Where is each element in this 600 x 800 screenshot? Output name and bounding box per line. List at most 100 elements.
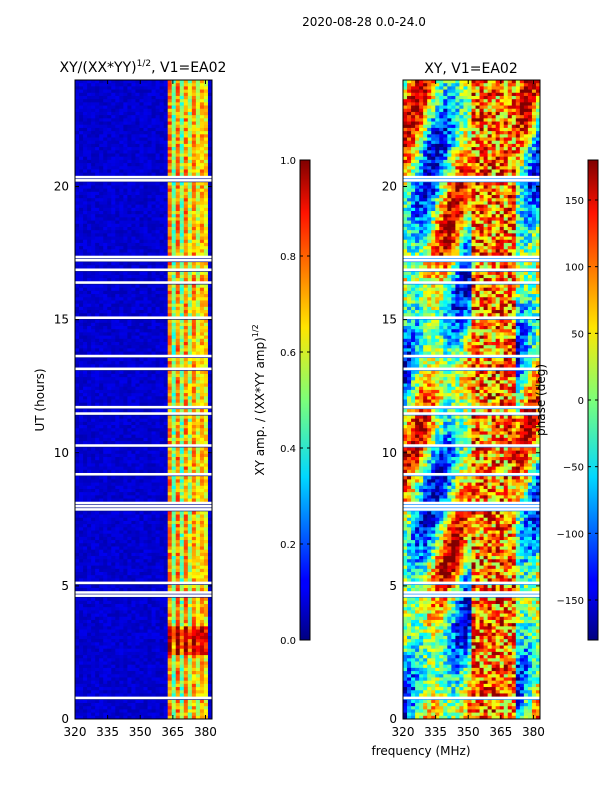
left-heatmap-cell (139, 233, 144, 237)
left-heatmap-cell (79, 147, 84, 151)
left-heatmap-cell (95, 453, 100, 458)
left-heatmap-cell (183, 552, 189, 557)
left-heatmap-cell (127, 188, 132, 193)
left-heatmap-cell (111, 236, 116, 241)
left-heatmap-cell (103, 163, 108, 167)
left-heatmap-cell (95, 150, 100, 154)
left-heatmap-cell (119, 105, 124, 110)
left-heatmap-cell (175, 607, 181, 611)
left-heatmap-cell (203, 482, 209, 487)
left-heatmap-cell (203, 476, 209, 480)
left-heatmap-cell (119, 415, 124, 419)
left-heatmap-cell (123, 418, 128, 423)
left-heatmap-cell (171, 431, 177, 435)
left-heatmap-cell (135, 533, 140, 538)
left-heatmap-cell (87, 469, 92, 474)
left-heatmap-cell (159, 466, 165, 471)
left-heatmap-cell (119, 284, 124, 288)
left-heatmap-cell (203, 118, 209, 122)
left-heatmap-cell (179, 249, 185, 253)
left-heatmap-cell (139, 479, 144, 483)
left-heatmap-cell (147, 204, 152, 209)
left-heatmap-cell (155, 274, 161, 279)
left-heatmap-cell (135, 434, 140, 439)
left-heatmap-cell (99, 153, 104, 157)
left-heatmap-cell (131, 163, 136, 167)
left-heatmap-cell (199, 409, 205, 413)
left-heatmap-cell (87, 345, 92, 349)
left-heatmap-cell (107, 310, 112, 314)
left-heatmap-cell (183, 121, 189, 126)
left-heatmap-cell (95, 536, 100, 541)
left-heatmap-cell (75, 242, 80, 247)
left-heatmap-cell (135, 421, 140, 426)
left-heatmap-cell (139, 223, 144, 228)
left-heatmap-cell (115, 121, 120, 126)
left-heatmap-cell (87, 361, 92, 365)
left-heatmap-cell (179, 393, 185, 397)
left-heatmap-cell (123, 329, 128, 333)
left-heatmap-cell (107, 89, 112, 94)
left-heatmap-cell (99, 223, 104, 228)
left-heatmap-cell (139, 386, 144, 391)
left-heatmap-cell (187, 233, 193, 237)
left-heatmap-cell (195, 118, 201, 122)
left-heatmap-cell (159, 584, 165, 589)
left-heatmap-cell (139, 185, 144, 189)
left-heatmap-cell (127, 303, 132, 308)
left-heatmap-cell (119, 86, 124, 90)
left-heatmap-cell (187, 399, 193, 403)
left-heatmap-cell (195, 246, 201, 250)
left-heatmap-cell (147, 457, 152, 461)
left-heatmap-cell (87, 201, 92, 205)
left-heatmap-cell (75, 345, 80, 349)
left-heatmap-cell (119, 226, 124, 231)
left-heatmap-cell (199, 166, 205, 170)
left-heatmap-cell (75, 95, 80, 100)
left-heatmap-cell (199, 188, 205, 193)
left-heatmap-cell (131, 233, 136, 237)
left-heatmap-cell (103, 549, 108, 554)
left-heatmap-cell (163, 441, 169, 445)
left-heatmap-cell (75, 239, 80, 244)
left-heatmap-cell (207, 121, 212, 126)
left-heatmap-cell (87, 127, 92, 132)
left-heatmap-cell (179, 111, 185, 116)
left-heatmap-cell (195, 383, 201, 388)
left-heatmap-cell (107, 402, 112, 407)
left-heatmap-cell (191, 211, 197, 215)
left-heatmap-cell (95, 457, 100, 461)
left-heatmap-cell (143, 246, 148, 250)
left-heatmap-cell (115, 568, 120, 573)
left-heatmap-cell (111, 357, 116, 362)
left-heatmap-cell (155, 511, 161, 515)
left-heatmap-cell (167, 565, 173, 570)
left-heatmap-cell (123, 572, 128, 576)
left-heatmap-cell (83, 188, 88, 193)
left-heatmap-cell (159, 242, 165, 247)
left-heatmap-cell (107, 607, 112, 611)
left-heatmap-cell (179, 434, 185, 439)
left-heatmap-cell (175, 143, 181, 148)
left-heatmap-cell (79, 434, 84, 439)
left-heatmap-cell (159, 89, 165, 94)
left-heatmap-cell (79, 540, 84, 544)
left-heatmap-cell (99, 425, 104, 429)
left-heatmap-cell (199, 230, 205, 234)
left-heatmap-cell (143, 287, 148, 292)
left-heatmap-cell (151, 303, 156, 308)
left-heatmap-cell (139, 415, 144, 419)
left-heatmap-cell (115, 434, 120, 439)
left-heatmap-cell (119, 533, 124, 538)
left-heatmap-cell (75, 549, 80, 554)
left-heatmap-cell (151, 530, 156, 534)
left-heatmap-cell (159, 121, 165, 126)
left-heatmap-cell (203, 498, 209, 503)
left-heatmap-cell (151, 143, 156, 148)
left-heatmap-cell (99, 453, 104, 458)
left-heatmap-cell (195, 169, 201, 173)
left-heatmap-cell (83, 169, 88, 173)
left-heatmap-cell (75, 597, 80, 602)
left-heatmap-cell (79, 460, 84, 464)
left-heatmap-cell (83, 166, 88, 170)
